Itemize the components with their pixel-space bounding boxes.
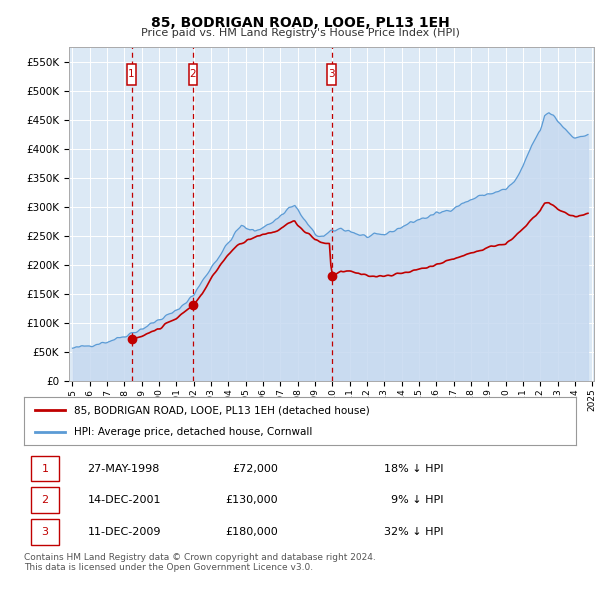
Text: 85, BODRIGAN ROAD, LOOE, PL13 1EH: 85, BODRIGAN ROAD, LOOE, PL13 1EH	[151, 16, 449, 30]
Text: 85, BODRIGAN ROAD, LOOE, PL13 1EH (detached house): 85, BODRIGAN ROAD, LOOE, PL13 1EH (detac…	[74, 405, 370, 415]
FancyBboxPatch shape	[31, 487, 59, 513]
Text: 3: 3	[41, 527, 49, 537]
Text: Price paid vs. HM Land Registry's House Price Index (HPI): Price paid vs. HM Land Registry's House …	[140, 28, 460, 38]
Text: 9% ↓ HPI: 9% ↓ HPI	[391, 496, 443, 505]
FancyBboxPatch shape	[127, 64, 136, 85]
Text: 27-MAY-1998: 27-MAY-1998	[88, 464, 160, 474]
Text: 18% ↓ HPI: 18% ↓ HPI	[384, 464, 443, 474]
Text: 11-DEC-2009: 11-DEC-2009	[88, 527, 161, 537]
FancyBboxPatch shape	[31, 455, 59, 481]
FancyBboxPatch shape	[31, 519, 59, 545]
Text: 1: 1	[41, 464, 49, 474]
Text: £180,000: £180,000	[225, 527, 278, 537]
Text: 32% ↓ HPI: 32% ↓ HPI	[384, 527, 443, 537]
FancyBboxPatch shape	[328, 64, 335, 85]
Text: 1: 1	[128, 70, 135, 80]
Text: £130,000: £130,000	[225, 496, 278, 505]
Text: £72,000: £72,000	[232, 464, 278, 474]
Text: 14-DEC-2001: 14-DEC-2001	[88, 496, 161, 505]
Text: 3: 3	[328, 70, 335, 80]
Text: 2: 2	[41, 496, 49, 505]
Text: HPI: Average price, detached house, Cornwall: HPI: Average price, detached house, Corn…	[74, 427, 312, 437]
FancyBboxPatch shape	[189, 64, 197, 85]
Text: 2: 2	[190, 70, 196, 80]
Text: Contains HM Land Registry data © Crown copyright and database right 2024.
This d: Contains HM Land Registry data © Crown c…	[24, 553, 376, 572]
